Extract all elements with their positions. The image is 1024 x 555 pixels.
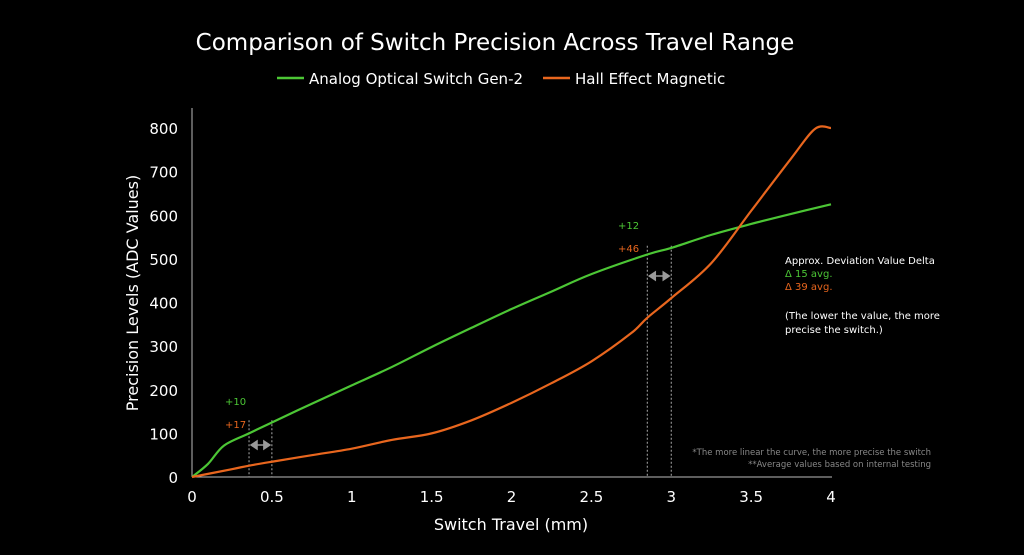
x-tick-label: 3.5 <box>739 488 763 506</box>
side-note-green: Δ 15 avg. <box>785 269 833 280</box>
y-tick-label: 300 <box>149 338 178 356</box>
side-note-line1: (The lower the value, the more <box>785 311 940 322</box>
footnote-2: **Average values based on internal testi… <box>748 460 931 470</box>
y-tick-label: 800 <box>149 120 178 138</box>
legend-label-orange: Hall Effect Magnetic <box>575 70 725 88</box>
y-axis-label: Precision Levels (ADC Values) <box>123 175 142 411</box>
y-tick-label: 100 <box>149 425 178 443</box>
x-tick-label: 2.5 <box>579 488 603 506</box>
double-arrow-icon <box>249 439 272 451</box>
y-tick-label: 600 <box>149 207 178 225</box>
legend-label-green: Analog Optical Switch Gen-2 <box>309 70 523 88</box>
annotation-green-label: +10 <box>225 397 246 408</box>
annotation-orange-label: +17 <box>225 420 246 431</box>
x-tick-label: 0.5 <box>260 488 284 506</box>
x-tick-label: 3 <box>666 488 676 506</box>
series-line-analog-optical <box>191 203 832 478</box>
y-tick-label: 400 <box>149 295 178 313</box>
side-note-line2: precise the switch.) <box>785 325 883 336</box>
chart-title: Comparison of Switch Precision Across Tr… <box>196 30 795 56</box>
legend: Analog Optical Switch Gen-2 Hall Effect … <box>277 70 725 88</box>
y-tick-label: 500 <box>149 251 178 269</box>
y-tick-label: 700 <box>149 164 178 182</box>
x-tick-label: 1 <box>347 488 357 506</box>
side-note: Approx. Deviation Value Delta Δ 15 avg. … <box>785 256 940 336</box>
y-tick-label: 200 <box>149 382 178 400</box>
footnote-1: *The more linear the curve, the more pre… <box>692 448 931 458</box>
annotation-orange-label: +46 <box>618 244 639 255</box>
x-axis-label: Switch Travel (mm) <box>434 515 588 534</box>
annotation-green-label: +12 <box>618 221 639 232</box>
x-tick-label: 4 <box>826 488 836 506</box>
x-tick-label: 1.5 <box>420 488 444 506</box>
y-tick-label: 0 <box>168 469 178 487</box>
x-tick-label: 2 <box>507 488 517 506</box>
double-arrow-icon <box>647 270 671 282</box>
side-note-heading: Approx. Deviation Value Delta <box>785 256 935 267</box>
side-note-orange: Δ 39 avg. <box>785 282 833 293</box>
x-tick-label: 0 <box>187 488 197 506</box>
series-line-hall-effect <box>191 125 832 479</box>
